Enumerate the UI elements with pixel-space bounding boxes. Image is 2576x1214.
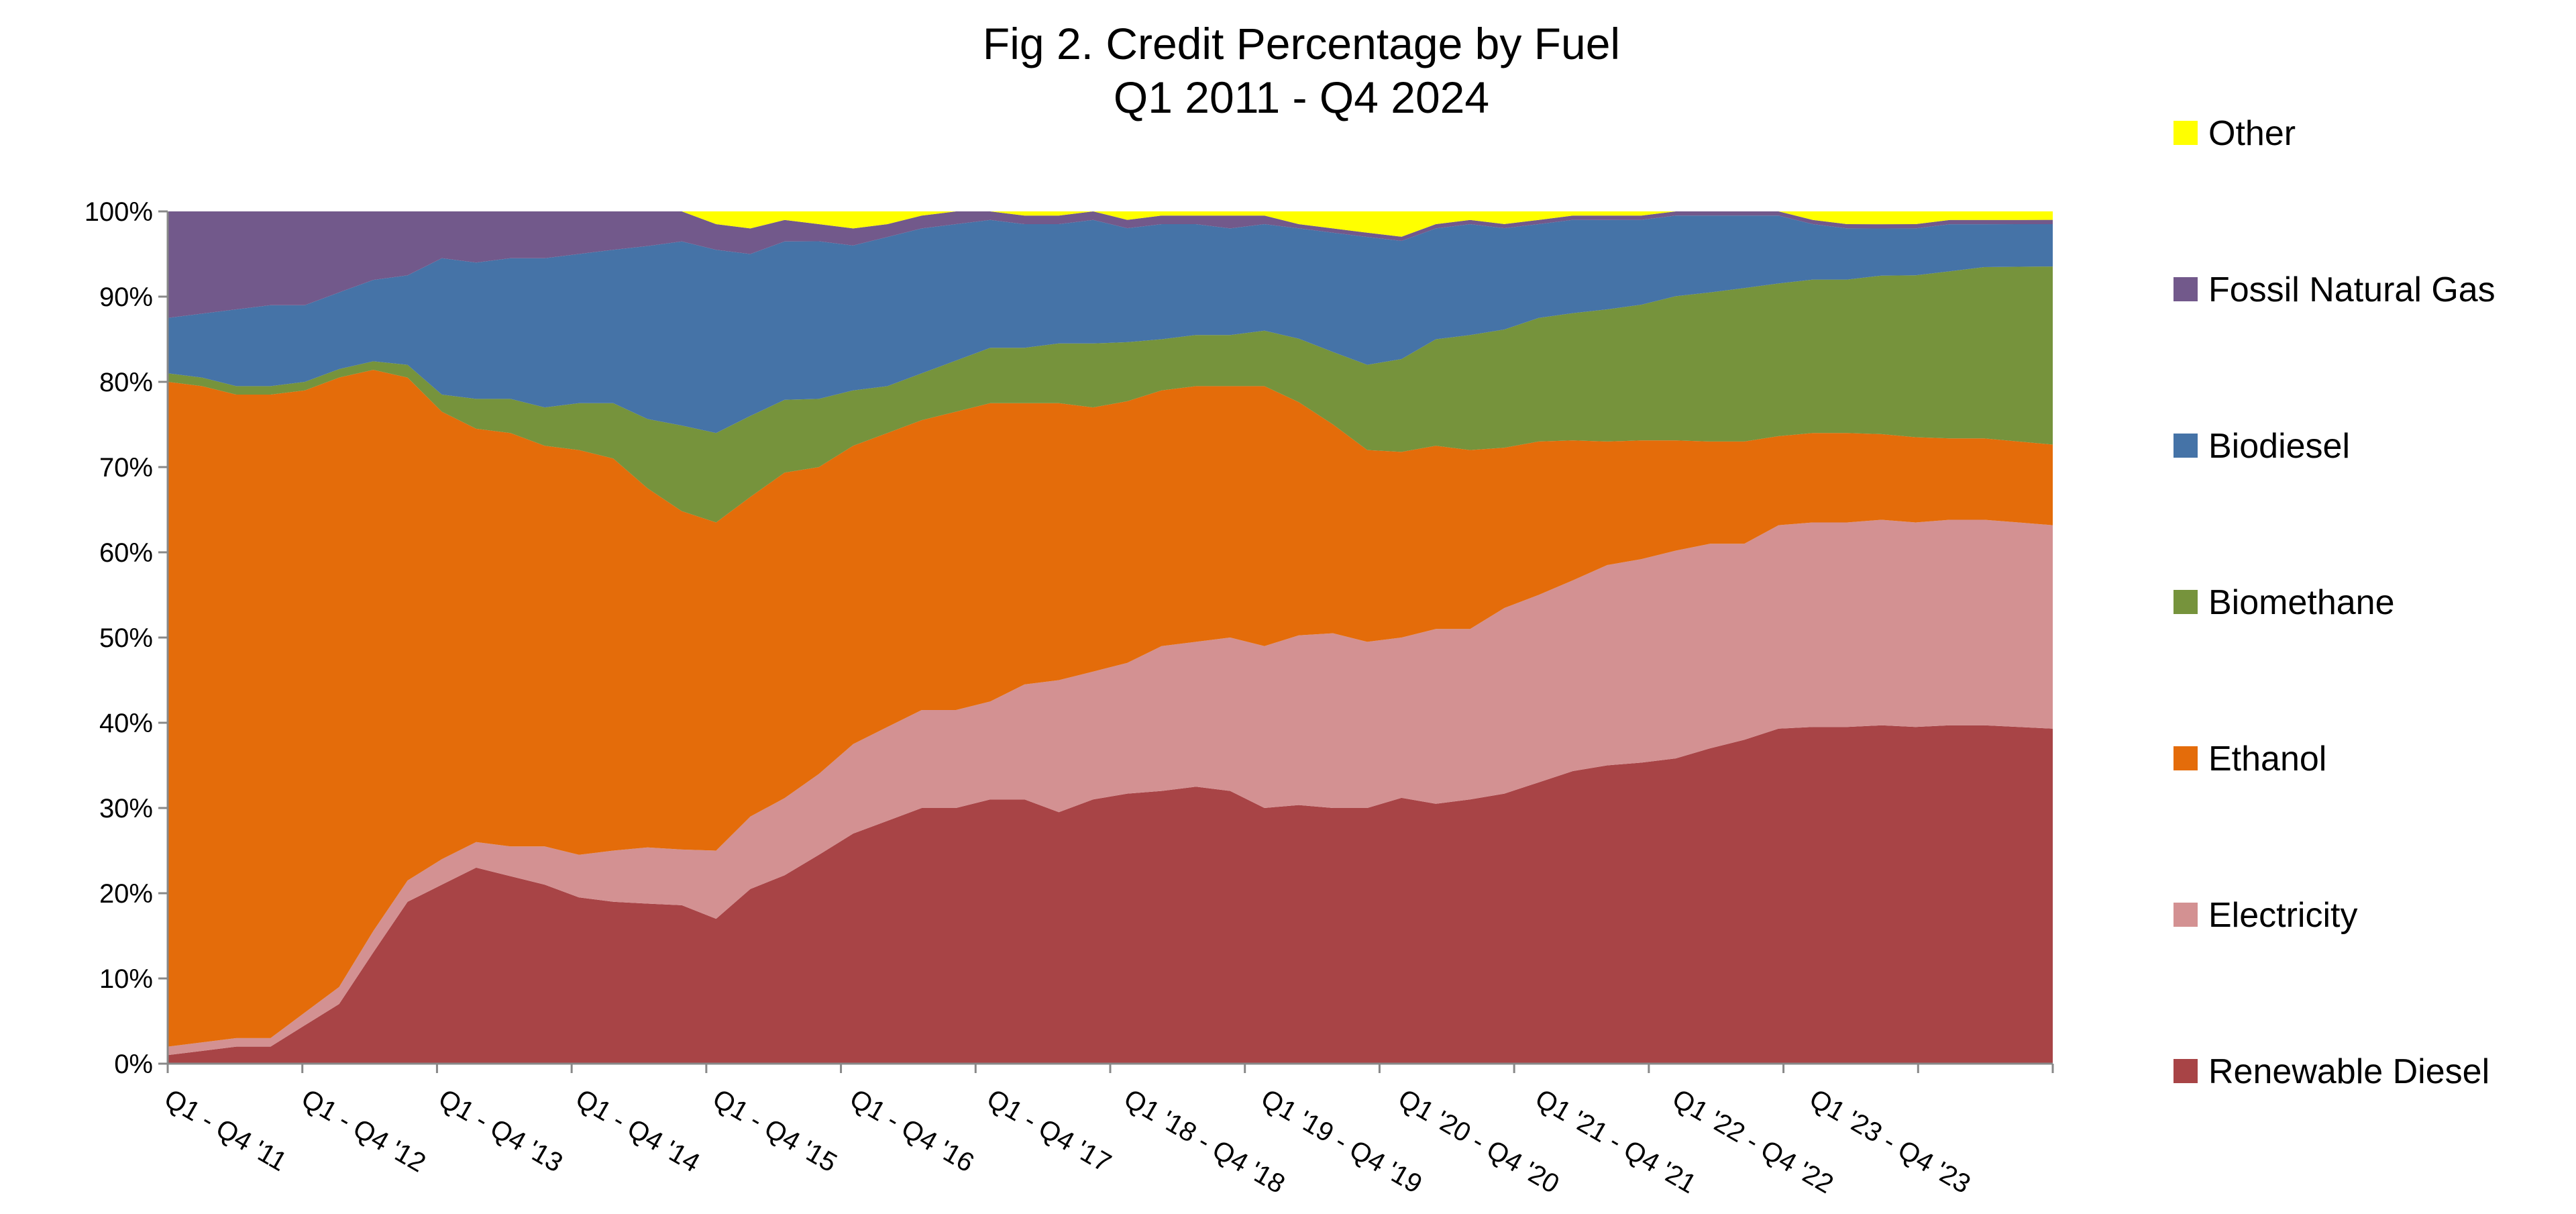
y-tick-label: 80% — [99, 368, 153, 397]
legend-label-other: Other — [2208, 114, 2296, 153]
area-ethanol — [168, 370, 2053, 1047]
x-tick-label: Q1 - Q4 '13 — [433, 1084, 568, 1178]
legend-swatch-renewable-diesel — [2174, 1059, 2198, 1083]
y-tick-label: 30% — [99, 794, 153, 823]
y-tick-label: 60% — [99, 538, 153, 568]
legend-swatch-electricity — [2174, 903, 2198, 927]
y-tick-label: 20% — [99, 879, 153, 909]
x-tick-label: Q1 - Q4 '17 — [982, 1084, 1116, 1178]
x-tick-label: Q1 - Q4 '12 — [297, 1084, 431, 1178]
x-tick-label: Q1 - Q4 '14 — [571, 1084, 705, 1178]
legend-swatch-biodiesel — [2174, 434, 2198, 458]
area-biodiesel — [168, 215, 2053, 434]
x-tick-label: Q1 - Q4 '15 — [708, 1084, 842, 1178]
area-other — [168, 211, 2053, 237]
x-tick-label: Q1 - Q4 '16 — [845, 1084, 979, 1178]
area-biomethane — [168, 266, 2053, 523]
legend-label-biomethane: Biomethane — [2208, 583, 2395, 622]
area-electricity — [168, 519, 2053, 1056]
legend-label-biodiesel: Biodiesel — [2208, 427, 2350, 466]
legend-label-ethanol: Ethanol — [2208, 740, 2326, 778]
y-tick-label: 90% — [99, 283, 153, 312]
legend-label-renewable-diesel: Renewable Diesel — [2208, 1052, 2489, 1091]
y-tick-label: 70% — [99, 453, 153, 483]
y-tick-label: 10% — [99, 964, 153, 994]
y-tick-label: 0% — [114, 1050, 153, 1079]
legend: Other Fossil Natural Gas Biodiesel Biometha… — [2174, 114, 2496, 1091]
legend-swatch-fossil-natural-gas — [2174, 277, 2198, 301]
legend-swatch-biomethane — [2174, 590, 2198, 614]
area-renewable-diesel — [168, 725, 2053, 1064]
chart-subtitle: Q1 2011 - Q4 2024 — [1114, 72, 1489, 122]
y-tick-label: 50% — [99, 623, 153, 653]
x-tick-label: Q1 - Q4 '11 — [160, 1084, 292, 1177]
chart-title: Fig 2. Credit Percentage by Fuel — [983, 19, 1620, 68]
y-tick-label: 40% — [99, 709, 153, 738]
y-tick-label: 100% — [85, 197, 153, 227]
legend-label-electricity: Electricity — [2208, 896, 2357, 935]
legend-swatch-ethanol — [2174, 746, 2198, 770]
area-series-group — [168, 211, 2053, 1064]
area-fossil-natural-gas — [168, 211, 2053, 318]
legend-label-fossil-natural-gas: Fossil Natural Gas — [2208, 270, 2496, 309]
legend-swatch-other — [2174, 121, 2198, 145]
